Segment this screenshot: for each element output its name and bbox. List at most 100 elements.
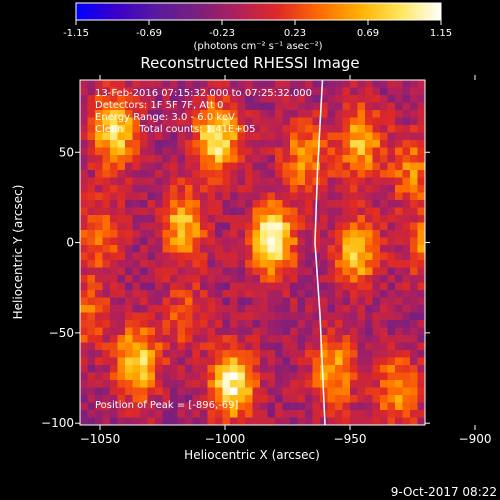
heatmap-cell (275, 395, 283, 403)
heatmap-cell (147, 80, 156, 88)
heatmap-cell (380, 110, 388, 118)
heatmap-cell (252, 342, 261, 351)
heatmap-cell (275, 170, 283, 178)
heatmap-cell (230, 297, 238, 306)
heatmap-cell (237, 102, 246, 111)
heatmap-cell (365, 102, 373, 111)
heatmap-cell (245, 327, 253, 336)
heatmap-cell (365, 402, 373, 411)
heatmap-cell (87, 365, 96, 373)
heatmap-cell (372, 267, 381, 276)
heatmap-cell (155, 267, 163, 276)
heatmap-cell (395, 282, 403, 291)
heatmap-cell (132, 147, 141, 156)
heatmap-cell (110, 395, 118, 403)
heatmap-cell (215, 260, 223, 268)
heatmap-cell (312, 275, 321, 283)
heatmap-cell (237, 410, 246, 418)
heatmap-cell (117, 162, 126, 171)
heatmap-cell (230, 395, 238, 403)
heatmap-cell (282, 372, 291, 381)
heatmap-cell (275, 275, 283, 283)
heatmap-cell (245, 162, 253, 171)
heatmap-cell (215, 410, 223, 418)
heatmap-cell (297, 305, 306, 313)
heatmap-cell (320, 350, 328, 358)
heatmap-cell (282, 410, 291, 418)
heatmap-cell (387, 207, 396, 216)
heatmap-cell (230, 132, 238, 141)
heatmap-cell (417, 185, 425, 193)
heatmap-cell (102, 215, 111, 223)
heatmap-cell (222, 117, 231, 126)
heatmap-cell (327, 155, 336, 163)
heatmap-cell (410, 372, 418, 381)
heatmap-cell (260, 95, 268, 103)
heatmap-cell (252, 410, 261, 418)
heatmap-cell (245, 87, 253, 96)
heatmap-cell (230, 357, 238, 366)
heatmap-cell (117, 140, 126, 148)
heatmap-cell (387, 245, 396, 253)
heatmap-cell (87, 305, 96, 313)
heatmap-cell (305, 230, 313, 238)
heatmap-cell (290, 215, 298, 223)
heatmap-cell (305, 200, 313, 208)
heatmap-cell (215, 282, 223, 291)
heatmap-cell (117, 342, 126, 351)
heatmap-cell (80, 410, 88, 418)
heatmap-cell (102, 110, 111, 118)
heatmap-cell (110, 372, 118, 381)
heatmap-cell (380, 260, 388, 268)
heatmap-cell (237, 342, 246, 351)
heatmap-cell (207, 110, 216, 118)
heatmap-cell (372, 237, 381, 246)
heatmap-cell (410, 230, 418, 238)
heatmap-cell (125, 102, 133, 111)
heatmap-cell (102, 245, 111, 253)
heatmap-cell (245, 402, 253, 411)
heatmap-cell (327, 95, 336, 103)
heatmap-cell (222, 162, 231, 171)
heatmap-cell (335, 215, 343, 223)
heatmap-cell (237, 215, 246, 223)
heatmap-cell (297, 410, 306, 418)
heatmap-cell (125, 140, 133, 148)
heatmap-cell (260, 312, 268, 321)
heatmap-cell (237, 305, 246, 313)
heatmap-cell (170, 155, 178, 163)
heatmap-cell (290, 177, 298, 186)
heatmap-cell (372, 365, 381, 373)
heatmap-cell (140, 260, 148, 268)
heatmap-cell (410, 170, 418, 178)
heatmap-cell (215, 192, 223, 201)
heatmap-cell (297, 312, 306, 321)
heatmap-cell (380, 200, 388, 208)
heatmap-cell (297, 110, 306, 118)
heatmap-cell (80, 102, 88, 111)
heatmap-cell (147, 372, 156, 381)
heatmap-cell (365, 387, 373, 396)
heatmap-cell (237, 387, 246, 396)
heatmap-cell (417, 207, 425, 216)
heatmap-cell (207, 132, 216, 141)
heatmap-cell (117, 185, 126, 193)
heatmap-cell (395, 275, 403, 283)
heatmap-cell (245, 297, 253, 306)
heatmap-cell (140, 380, 148, 388)
heatmap-cell (267, 230, 276, 238)
heatmap-cell (395, 380, 403, 388)
heatmap-cell (327, 110, 336, 118)
heatmap-cell (177, 177, 186, 186)
heatmap-cell (162, 290, 171, 298)
heatmap-cell (275, 155, 283, 163)
heatmap-cell (410, 267, 418, 276)
heatmap-cell (87, 357, 96, 366)
heatmap-cell (222, 215, 231, 223)
heatmap-cell (117, 192, 126, 201)
heatmap-cell (237, 147, 246, 156)
heatmap-cell (402, 342, 411, 351)
heatmap-cell (350, 192, 358, 201)
heatmap-cell (207, 117, 216, 126)
heatmap-cell (80, 245, 88, 253)
